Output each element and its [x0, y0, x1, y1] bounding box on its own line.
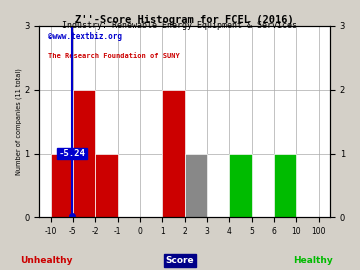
- Text: ©www.textbiz.org: ©www.textbiz.org: [48, 32, 122, 40]
- Text: Score: Score: [166, 256, 194, 265]
- Bar: [229, 154, 252, 217]
- Bar: [95, 154, 118, 217]
- Title: Z''-Score Histogram for FCEL (2016): Z''-Score Histogram for FCEL (2016): [75, 15, 294, 25]
- Text: The Research Foundation of SUNY: The Research Foundation of SUNY: [48, 53, 180, 59]
- Text: -5.24: -5.24: [58, 149, 85, 158]
- Bar: [73, 90, 95, 217]
- Text: Industry: Renewable Energy Equipment & Services: Industry: Renewable Energy Equipment & S…: [63, 21, 297, 30]
- Bar: [185, 154, 207, 217]
- Bar: [162, 90, 185, 217]
- Bar: [274, 154, 296, 217]
- Y-axis label: Number of companies (11 total): Number of companies (11 total): [15, 68, 22, 175]
- Text: Healthy: Healthy: [293, 256, 333, 265]
- Text: Unhealthy: Unhealthy: [21, 256, 73, 265]
- Bar: [50, 154, 73, 217]
